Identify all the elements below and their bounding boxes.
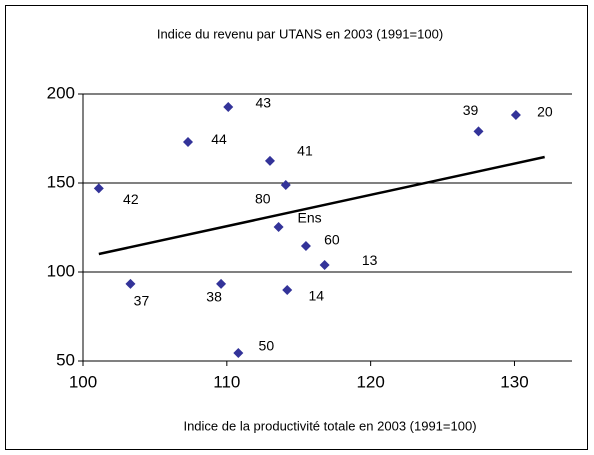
- point-label: 50: [259, 338, 275, 354]
- data-point: [319, 260, 330, 271]
- x-tick-label: 130: [500, 372, 528, 391]
- point-label: 41: [297, 143, 313, 159]
- point-label: 13: [362, 252, 378, 268]
- y-tick-label: 100: [47, 261, 75, 280]
- data-point: [273, 221, 284, 232]
- data-point: [223, 101, 234, 112]
- point-label: 42: [123, 191, 139, 207]
- x-tick-label: 120: [356, 372, 384, 391]
- data-point: [233, 347, 244, 358]
- chart-frame: [5, 5, 588, 450]
- x-tick-label: 100: [69, 372, 97, 391]
- point-label: 80: [255, 191, 271, 207]
- point-label: 44: [211, 131, 227, 147]
- trendline: [98, 155, 545, 256]
- data-point: [280, 179, 291, 190]
- point-label: 37: [134, 293, 150, 309]
- x-tick-label: 110: [213, 372, 240, 391]
- chart-title: Indice du revenu par UTANS en 2003 (1991…: [157, 26, 443, 41]
- data-point: [125, 278, 136, 289]
- data-point: [93, 183, 104, 194]
- y-tick-label: 150: [47, 172, 75, 191]
- x-axis-label: Indice de la productivité totale en 2003…: [183, 418, 476, 433]
- point-label: 38: [206, 289, 222, 305]
- point-label: 60: [324, 232, 340, 248]
- point-label: 43: [255, 95, 271, 111]
- data-point: [473, 126, 484, 137]
- point-label: 39: [463, 102, 479, 118]
- y-tick-label: 200: [47, 83, 75, 102]
- data-point: [300, 241, 311, 252]
- data-point: [264, 155, 275, 166]
- point-label: 20: [537, 104, 553, 120]
- data-point: [182, 137, 193, 148]
- data-point: [216, 278, 227, 289]
- point-label: 14: [308, 288, 324, 304]
- data-point: [282, 284, 293, 295]
- data-point: [510, 110, 521, 121]
- point-label: Ens: [298, 210, 322, 226]
- y-tick-label: 50: [56, 350, 75, 369]
